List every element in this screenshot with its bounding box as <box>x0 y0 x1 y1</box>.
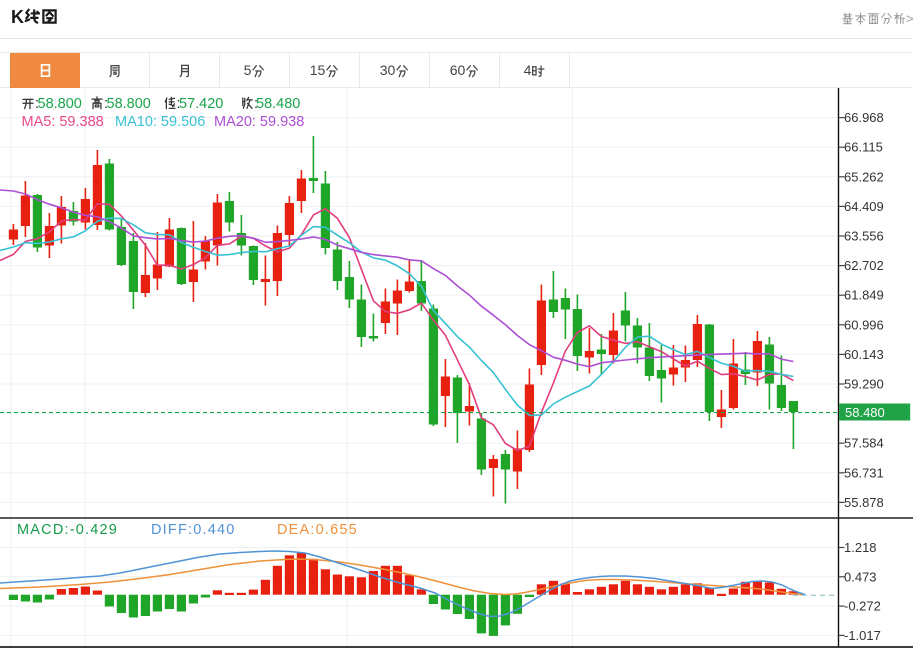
svg-text:66.115: 66.115 <box>844 140 883 155</box>
svg-text:66.968: 66.968 <box>844 110 884 125</box>
svg-text:-1.017: -1.017 <box>844 628 881 643</box>
svg-text:63.556: 63.556 <box>844 229 884 244</box>
svg-text:56.731: 56.731 <box>844 465 884 480</box>
svg-text:61.849: 61.849 <box>844 288 884 303</box>
svg-text:60.143: 60.143 <box>844 347 884 362</box>
svg-text:57.584: 57.584 <box>844 436 884 451</box>
svg-text:58.480: 58.480 <box>845 405 885 420</box>
svg-text:1.218: 1.218 <box>844 540 877 555</box>
svg-text:0.473: 0.473 <box>844 569 877 584</box>
svg-text:-0.272: -0.272 <box>844 599 881 614</box>
svg-text:65.262: 65.262 <box>844 169 884 184</box>
svg-text:62.702: 62.702 <box>844 258 884 273</box>
svg-text:64.409: 64.409 <box>844 199 884 214</box>
svg-text:60.996: 60.996 <box>844 317 884 332</box>
svg-text:59.290: 59.290 <box>844 377 884 392</box>
svg-text:55.878: 55.878 <box>844 495 884 510</box>
